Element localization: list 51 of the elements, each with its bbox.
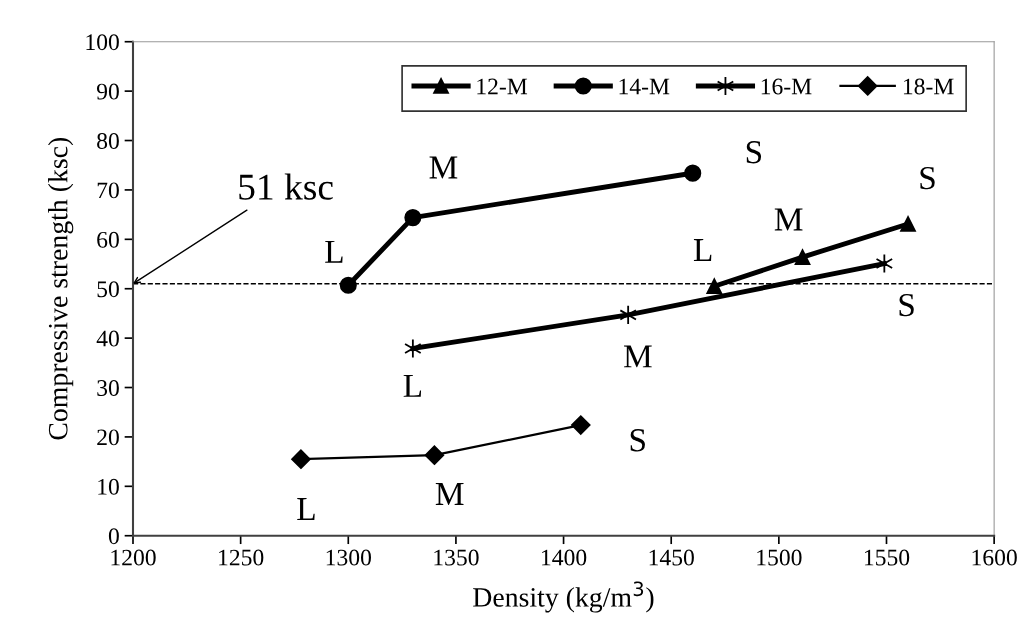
legend-label: 12-M	[477, 78, 528, 95]
annotation: L	[693, 239, 712, 261]
y-tick-label: 10	[98, 478, 119, 495]
x-tick-label: 1600	[972, 549, 1017, 566]
y-tick-label: 80	[97, 133, 119, 149]
y-tick-label: 30	[97, 380, 119, 396]
x-axis-title: Density (kg/m$^{3}$)	[473, 581, 654, 613]
point	[684, 164, 702, 182]
ref-line-label: 51 ksc	[239, 173, 333, 200]
point	[339, 276, 357, 294]
annotation: S	[920, 166, 935, 190]
annotation: M	[435, 483, 464, 505]
annotation: S	[899, 293, 914, 317]
point	[875, 253, 894, 274]
y-tick-label: 90	[96, 83, 119, 100]
annotation: M	[429, 156, 458, 179]
y-axis-title: Compressive strength (ksc)	[48, 137, 74, 440]
annotation: S	[630, 429, 645, 452]
legend-label: 18-M	[903, 78, 954, 95]
x-tick-label: 1500	[757, 549, 802, 566]
x-tick-label: 1250	[219, 549, 264, 566]
x-tick-label: 1450	[649, 549, 694, 566]
point	[706, 278, 723, 295]
y-tick-label: 100	[86, 34, 119, 51]
annotation: M	[624, 345, 652, 368]
x-tick-label: 1300	[326, 549, 371, 566]
y-tick-label: 50	[97, 281, 119, 298]
point	[619, 304, 637, 325]
legend-label: 14-M	[619, 78, 670, 95]
annotation: L	[325, 240, 343, 263]
annotation: L	[297, 498, 315, 520]
point	[291, 449, 311, 469]
annotation: S	[746, 141, 762, 164]
x-tick-label: 1550	[864, 549, 910, 566]
x-tick-label: 1350	[434, 549, 479, 566]
point	[404, 209, 422, 227]
point	[404, 338, 422, 359]
point	[900, 216, 916, 232]
legend-label: 16-M	[761, 78, 812, 95]
y-tick-label: 60	[97, 231, 119, 248]
point	[794, 249, 811, 265]
x-tick-label: 1400	[542, 549, 587, 566]
annotation: M	[774, 208, 803, 231]
y-tick-label: 40	[96, 330, 119, 347]
y-tick-label: 70	[97, 182, 119, 199]
y-tick-label: 0	[108, 528, 119, 545]
x-tick-label: 1200	[111, 549, 156, 566]
y-tick-label: 20	[97, 429, 119, 446]
annotation: L	[403, 374, 422, 397]
point	[571, 415, 591, 435]
point	[424, 445, 445, 465]
